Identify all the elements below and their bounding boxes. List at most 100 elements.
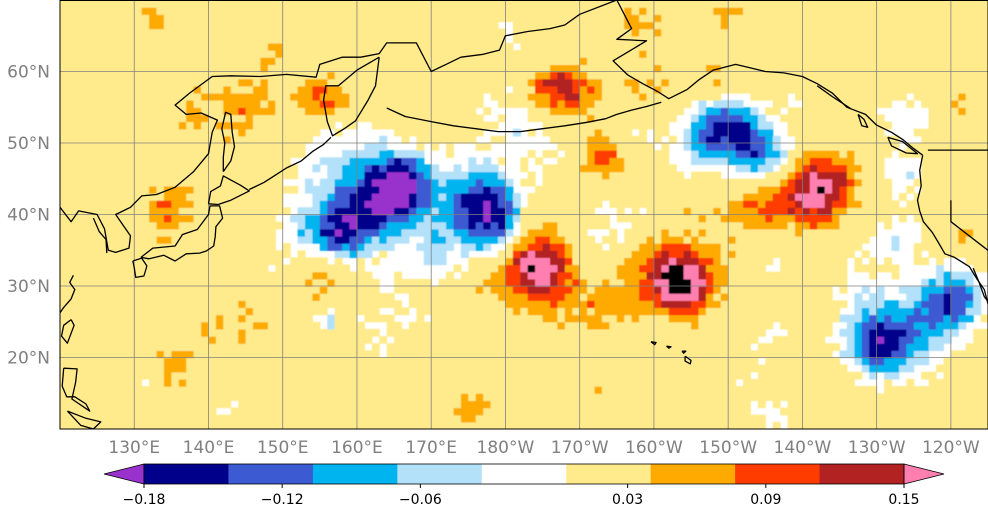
field-cell (609, 143, 618, 151)
field-cell (327, 157, 336, 165)
field-cell (683, 393, 692, 401)
field-cell (104, 371, 113, 380)
field-cell (869, 193, 878, 201)
field-cell (587, 421, 596, 429)
field-cell (765, 185, 774, 194)
field-cell (260, 250, 269, 258)
field-cell (267, 414, 276, 423)
field-cell (980, 143, 988, 151)
field-cell (705, 121, 714, 130)
field-cell (297, 121, 306, 130)
field-cell (535, 235, 544, 244)
field-cell (468, 378, 477, 387)
field-cell (327, 264, 336, 273)
field-cell (668, 343, 677, 351)
field-cell (89, 293, 98, 301)
field-cell (186, 228, 195, 237)
field-cell (936, 178, 944, 187)
field-cell (624, 250, 633, 258)
field-cell (490, 193, 499, 201)
field-cell (290, 421, 299, 429)
field-cell (676, 343, 685, 351)
field-cell (579, 371, 588, 380)
field-cell (846, 143, 855, 151)
field-cell (357, 300, 365, 308)
field-cell (817, 135, 826, 144)
field-cell (765, 200, 774, 208)
field-cell (498, 393, 506, 401)
field-cell (97, 164, 106, 173)
field-cell (60, 193, 68, 201)
field-cell (557, 143, 566, 151)
field-cell (386, 121, 395, 130)
field-cell (854, 400, 863, 409)
field-cell (82, 250, 91, 258)
field-cell (89, 200, 98, 208)
field-cell (260, 400, 269, 409)
field-cell (260, 393, 269, 401)
field-cell (245, 278, 254, 287)
field-cell (832, 307, 841, 316)
field-cell (386, 328, 395, 337)
field-cell (423, 286, 432, 294)
field-cell (839, 364, 848, 373)
field-cell (112, 221, 120, 230)
field-cell (498, 378, 506, 387)
field-cell (208, 278, 217, 287)
field-cell (728, 307, 737, 316)
field-cell (869, 364, 878, 373)
field-cell (149, 164, 158, 173)
field-cell (743, 250, 751, 258)
field-cell (312, 278, 321, 287)
field-cell (661, 207, 670, 216)
field-cell (498, 386, 506, 394)
field-cell (178, 357, 187, 366)
field-cell (134, 214, 143, 223)
field-cell (832, 378, 841, 387)
field-cell (253, 293, 261, 301)
field-cell (795, 364, 803, 373)
field-cell (520, 407, 529, 416)
field-cell (89, 185, 98, 194)
field-cell (587, 114, 596, 123)
field-cell (401, 128, 410, 137)
field-cell (743, 178, 751, 187)
field-cell (780, 250, 789, 258)
field-cell (653, 371, 662, 380)
field-cell (854, 171, 863, 180)
field-cell (230, 364, 239, 373)
field-cell (386, 228, 395, 237)
field-cell (290, 321, 299, 330)
field-cell (297, 107, 306, 116)
field-cell (171, 114, 180, 123)
field-cell (275, 278, 284, 287)
field-cell (698, 135, 707, 144)
field-cell (535, 271, 544, 280)
field-cell (297, 257, 306, 266)
field-cell (260, 214, 269, 223)
field-cell (750, 336, 759, 344)
field-cell (163, 314, 172, 323)
field-cell (201, 321, 210, 330)
field-cell (60, 328, 68, 337)
field-cell (267, 114, 276, 123)
field-cell (698, 400, 707, 409)
field-cell (557, 171, 566, 180)
field-cell (869, 128, 878, 137)
field-cell (609, 286, 618, 294)
field-cell (438, 386, 447, 394)
field-cell (267, 371, 276, 380)
field-cell (156, 421, 165, 429)
field-cell (564, 336, 573, 344)
field-cell (950, 278, 959, 287)
field-cell (349, 350, 358, 359)
field-cell (735, 421, 744, 429)
field-cell (275, 421, 284, 429)
field-cell (201, 328, 210, 337)
field-cell (386, 300, 395, 308)
field-cell (305, 421, 313, 429)
field-cell (379, 364, 388, 373)
field-cell (564, 386, 573, 394)
field-cell (846, 207, 855, 216)
field-cell (253, 264, 261, 273)
